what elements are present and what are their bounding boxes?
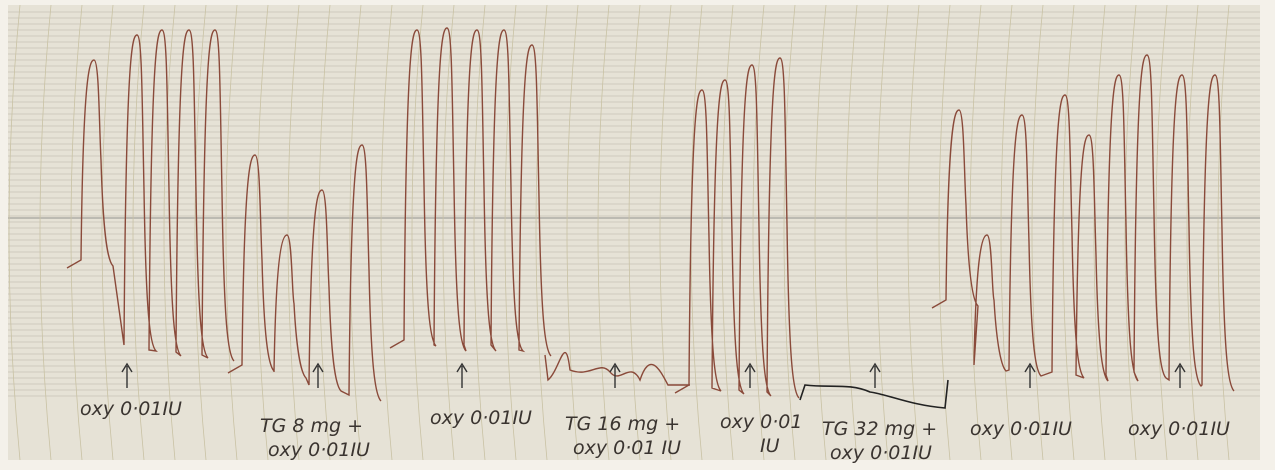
injection-arrow	[869, 362, 881, 388]
annotation: TG 16 mg +	[565, 413, 680, 435]
grid-arc	[287, 4, 300, 461]
grid-arc	[473, 4, 486, 461]
contraction-trace	[389, 27, 552, 357]
traces	[66, 27, 1235, 409]
grid-arc	[70, 4, 83, 461]
contraction-trace	[66, 29, 235, 362]
grid-arc	[783, 4, 796, 461]
grid-arc	[256, 4, 269, 461]
grid-arc	[101, 4, 114, 461]
grid-arc	[659, 4, 672, 461]
grid-arc	[225, 4, 238, 461]
grid-arc	[132, 4, 145, 461]
annotation: oxy 0·01IU	[268, 439, 370, 461]
grid-arc	[597, 4, 610, 461]
grid-arc	[442, 4, 455, 461]
injection-arrow	[744, 362, 756, 388]
annotation: oxy 0·01IU	[830, 442, 932, 464]
grid-arc	[535, 4, 548, 461]
grid-arc	[1217, 4, 1230, 461]
annotation: oxy 0·01	[720, 411, 802, 433]
arrows	[121, 362, 1186, 388]
grid-arc	[1155, 4, 1168, 461]
grid-arc	[194, 4, 207, 461]
injection-arrow	[312, 362, 324, 388]
grid-arc	[969, 4, 982, 461]
grid-arc	[349, 4, 362, 461]
grid-arc	[1031, 4, 1044, 461]
grid-arc	[411, 4, 424, 461]
annotation: TG 32 mg +	[822, 418, 937, 440]
annotation: oxy 0·01 IU	[573, 437, 681, 459]
grid-arc	[163, 4, 176, 461]
grid-arc	[938, 4, 951, 461]
grid-arc	[504, 4, 517, 461]
grid-arc	[1093, 4, 1106, 461]
grid-arc	[1186, 4, 1199, 461]
grid-arc	[39, 4, 52, 461]
grid-arc	[876, 4, 889, 461]
annotation: oxy 0·01IU	[970, 418, 1072, 440]
flat-trace	[799, 379, 949, 409]
injection-arrow	[1174, 362, 1186, 388]
injection-arrow	[609, 362, 621, 388]
contraction-trace	[227, 144, 382, 402]
grid-arc	[845, 4, 858, 461]
annotation: TG 8 mg +	[260, 415, 363, 437]
contraction-trace	[674, 57, 800, 399]
injection-arrow	[1024, 362, 1036, 388]
annotation: IU	[760, 435, 780, 457]
grid-arc	[1124, 4, 1137, 461]
grid-arc	[380, 4, 393, 461]
injection-arrow	[456, 362, 468, 388]
grid-arc	[907, 4, 920, 461]
grid-arc	[628, 4, 641, 461]
grid-arc	[752, 4, 765, 461]
grid-arc	[721, 4, 734, 461]
grid	[8, 4, 1260, 461]
annotation: oxy 0·01IU	[80, 398, 182, 420]
grid-arc	[1000, 4, 1013, 461]
annotation: oxy 0·01IU	[430, 407, 532, 429]
grid-arc	[814, 4, 827, 461]
grid-arc	[1062, 4, 1075, 461]
contraction-trace	[931, 54, 1235, 392]
grid-arc	[318, 4, 331, 461]
grid-arc	[566, 4, 579, 461]
annotation: oxy 0·01IU	[1128, 418, 1230, 440]
grid-arc	[8, 4, 21, 461]
injection-arrow	[121, 362, 133, 388]
